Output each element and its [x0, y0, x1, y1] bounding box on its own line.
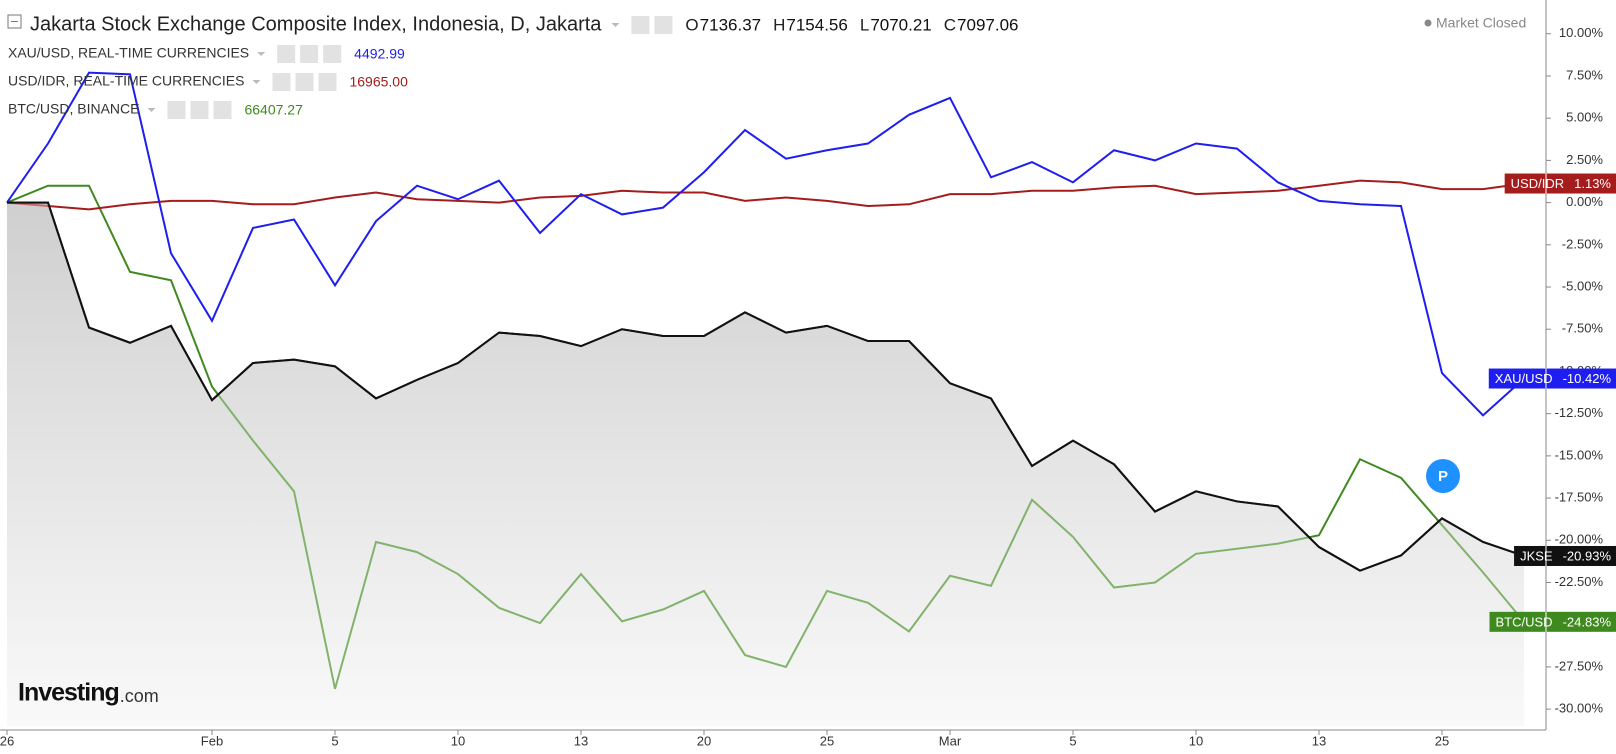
- control-icon[interactable]: [272, 73, 291, 91]
- end-tag-bg: [1489, 611, 1616, 632]
- status-dot: [1424, 19, 1432, 27]
- end-tag-bg: [1488, 368, 1616, 389]
- end-tag-name: XAU/USD: [1495, 371, 1553, 386]
- control-icon[interactable]: [300, 45, 319, 63]
- end-tag-name: BTC/USD: [1496, 614, 1553, 629]
- x-tick-label: Mar: [939, 733, 962, 748]
- line: [7, 201, 1525, 572]
- end-tag-name: JKSE: [1520, 548, 1553, 563]
- x-tick-label: 10: [451, 733, 465, 748]
- y-tick-label: -5.00%: [1562, 278, 1604, 293]
- control-icon[interactable]: [213, 101, 232, 119]
- y-tick-label: 7.50%: [1566, 67, 1603, 82]
- watermark-suffix: .com: [120, 686, 159, 706]
- y-tick-label: -22.50%: [1555, 574, 1604, 589]
- x-tick-label: 13: [1312, 733, 1326, 748]
- y-tick-label: 5.00%: [1566, 110, 1603, 125]
- line: [6, 179, 1525, 211]
- x-tick-label: 5: [1069, 733, 1076, 748]
- ohlc-label: O: [685, 15, 698, 34]
- y-tick-label: -12.50%: [1555, 405, 1604, 420]
- dropdown-arrow: [611, 23, 620, 27]
- line: [6, 71, 1525, 417]
- legend-name: USD/IDR, REAL-TIME CURRENCIES: [8, 73, 244, 89]
- end-tag-value: -24.83%: [1563, 614, 1612, 629]
- marker-bubble: [1426, 459, 1460, 493]
- control-icon[interactable]: [631, 16, 650, 34]
- y-tick-label: -17.50%: [1555, 490, 1604, 505]
- end-tag: USD/IDR 1.13%: [1504, 173, 1616, 194]
- end-tag: BTC/USD -24.83%: [1489, 611, 1616, 632]
- end-tag-value: -10.42%: [1563, 371, 1612, 386]
- x-tick-label: Feb: [201, 733, 223, 748]
- dropdown-arrow: [257, 52, 266, 56]
- y-tick-label: -27.50%: [1555, 658, 1604, 673]
- y-tick-label: 0.00%: [1566, 194, 1603, 209]
- x-tick-label: 20: [697, 733, 711, 748]
- x-tick-label: 5: [331, 733, 338, 748]
- x-tick-label: 26: [0, 733, 14, 748]
- marker-label: P: [1438, 468, 1448, 485]
- legend-name: XAU/USD, REAL-TIME CURRENCIES: [8, 45, 249, 61]
- y-tick-label: -20.00%: [1555, 532, 1604, 547]
- status-text: Market Closed: [1436, 15, 1526, 31]
- y-tick-label: -30.00%: [1555, 701, 1604, 716]
- watermark: Investing: [18, 679, 119, 707]
- collapse-icon[interactable]: [7, 14, 22, 29]
- control-icon[interactable]: [654, 16, 673, 34]
- legend-value: 16965.00: [349, 74, 408, 90]
- control-icon[interactable]: [277, 45, 296, 63]
- end-tag: XAU/USD -10.42%: [1488, 368, 1616, 389]
- ohlc-label: L: [860, 15, 869, 34]
- end-tag-bg: [1514, 545, 1616, 566]
- chart-title: Jakarta Stock Exchange Composite Index, …: [30, 13, 602, 35]
- ohlc-label: H: [773, 15, 785, 34]
- control-icon[interactable]: [167, 101, 186, 119]
- control-icon[interactable]: [295, 73, 314, 91]
- end-tag-value: -20.93%: [1563, 548, 1612, 563]
- legend-value: 4492.99: [354, 46, 405, 62]
- control-icon[interactable]: [323, 45, 342, 63]
- y-tick-label: 10.00%: [1559, 25, 1604, 40]
- end-tag-bg: [1504, 173, 1616, 194]
- x-tick-label: 13: [574, 733, 588, 748]
- y-tick-label: -7.50%: [1562, 321, 1604, 336]
- legend-value: 66407.27: [244, 102, 303, 118]
- ohlc-label: C: [944, 15, 956, 34]
- area: [7, 202, 1524, 727]
- ohlc-value: 7070.21: [870, 15, 931, 34]
- ohlc-value: 7136.37: [700, 15, 761, 34]
- dropdown-arrow: [252, 80, 261, 84]
- end-tag-value: 1.13%: [1574, 176, 1611, 191]
- x-tick-label: 25: [820, 733, 834, 748]
- ohlc-value: 7097.06: [957, 15, 1018, 34]
- area-veil: [7, 202, 1524, 727]
- y-tick-label: 2.50%: [1566, 152, 1603, 167]
- end-tag-name: USD/IDR: [1511, 176, 1564, 191]
- end-tag: JKSE -20.93%: [1514, 545, 1616, 566]
- y-tick-label: -2.50%: [1562, 236, 1604, 251]
- control-icon[interactable]: [190, 101, 209, 119]
- legend-name: BTC/USD, BINANCE: [8, 101, 139, 117]
- y-tick-label: -15.00%: [1555, 447, 1604, 462]
- x-tick-label: 10: [1189, 733, 1203, 748]
- control-icon[interactable]: [318, 73, 337, 91]
- dropdown-arrow: [147, 108, 156, 112]
- line: [6, 184, 1525, 690]
- x-tick-label: 25: [1435, 733, 1449, 748]
- ohlc-value: 7154.56: [786, 15, 847, 34]
